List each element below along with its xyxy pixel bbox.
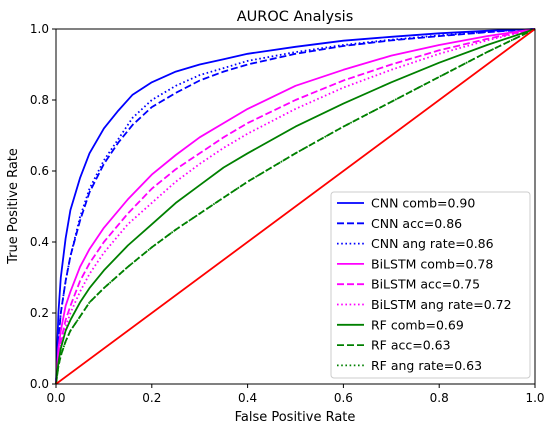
x-axis-ticks: 0.0 0.2 0.4 0.6 0.8 1.0 [46,384,545,405]
legend-entry: BiLSTM acc=0.75 [371,277,480,292]
legend-frame [330,191,531,379]
y-tick-label: 0.6 [30,164,49,178]
series-line-0 [55,28,536,385]
y-tick-label: 0.0 [30,377,49,391]
x-tick-label: 0.6 [334,391,353,405]
legend-entry: RF ang rate=0.63 [371,358,482,373]
series-line-6 [55,28,536,385]
x-tick-label: 1.0 [525,391,544,405]
legend-entry: CNN comb=0.90 [371,196,475,211]
x-tick-label: 0.8 [430,391,449,405]
chance-line [55,28,536,385]
legend-entry: BiLSTM comb=0.78 [371,256,493,271]
legend-entry: RF comb=0.69 [371,317,464,332]
series-line-1 [55,28,536,385]
y-tick-label: 0.8 [30,93,49,107]
y-axis-ticks: 0.0 0.2 0.4 0.6 0.8 1.0 [30,22,56,391]
x-axis-label: False Positive Rate [235,410,356,425]
legend-entry: CNN ang rate=0.86 [371,236,494,251]
plot-lines [55,28,536,385]
legend-entry: CNN acc=0.86 [371,216,462,231]
series-line-3 [55,28,536,385]
chart-title: AUROC Analysis [237,9,354,25]
x-tick-label: 0.2 [142,391,161,405]
x-tick-label: 0.4 [238,391,257,405]
y-tick-label: 0.2 [30,306,49,320]
plot-frame [55,28,536,385]
y-axis-label: True Positive Rate [6,148,21,265]
legend-entry: RF acc=0.63 [371,338,451,353]
y-tick-label: 0.4 [30,235,49,249]
legend-entry: BiLSTM ang rate=0.72 [371,297,512,312]
series-line-7 [55,28,536,385]
x-tick-label: 0.0 [46,391,65,405]
y-tick-label: 1.0 [30,22,49,36]
series-line-5 [55,28,536,385]
legend: CNN comb=0.90 CNN acc=0.86 CNN ang rate=0.… [330,191,531,379]
